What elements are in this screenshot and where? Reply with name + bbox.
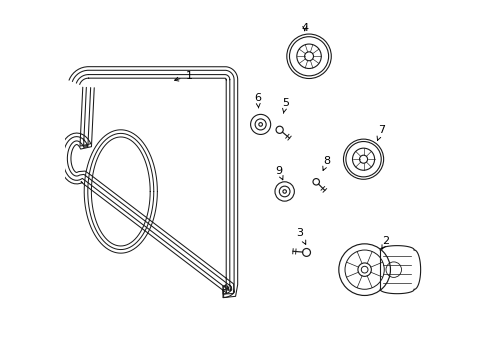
Text: 9: 9 — [275, 166, 283, 180]
Text: 4: 4 — [301, 23, 307, 33]
Text: 6: 6 — [254, 93, 261, 108]
Text: 8: 8 — [322, 156, 330, 171]
Text: 3: 3 — [296, 228, 305, 244]
Text: 2: 2 — [381, 236, 389, 249]
Text: 7: 7 — [376, 125, 384, 140]
Text: 1: 1 — [174, 71, 192, 81]
Text: 5: 5 — [282, 98, 288, 113]
